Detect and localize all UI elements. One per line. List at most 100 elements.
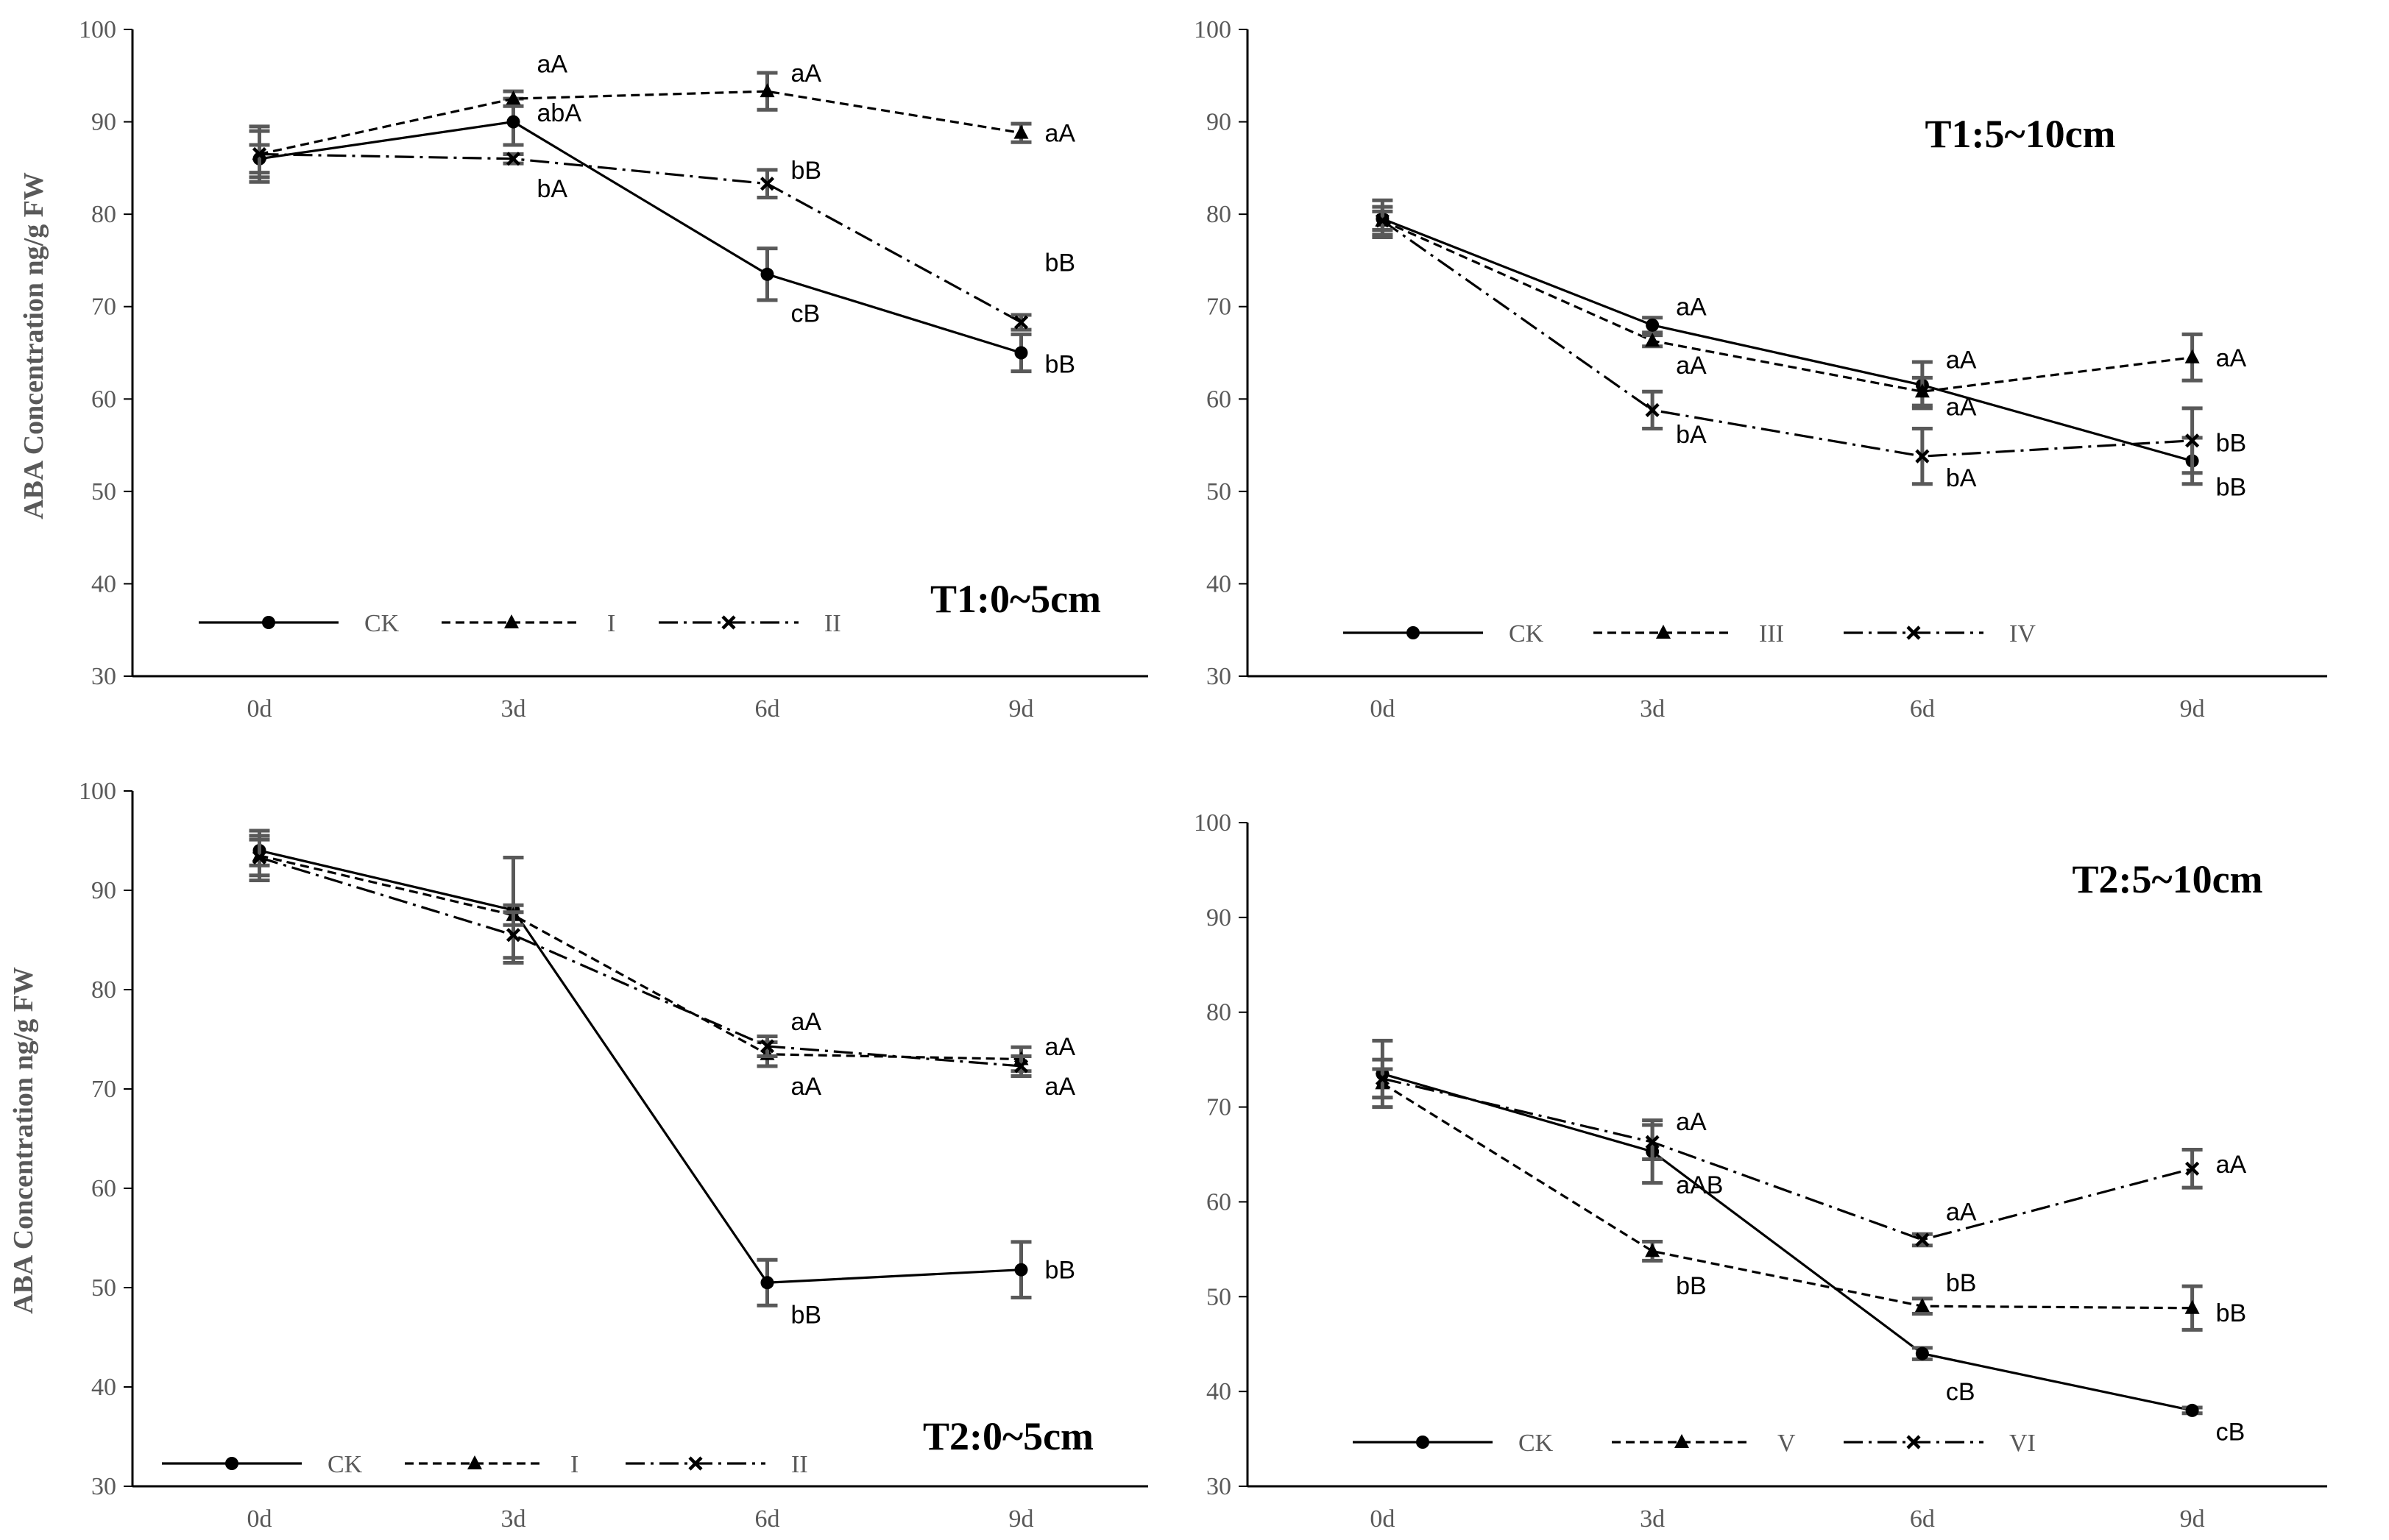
y-tick-label: 80 bbox=[91, 976, 116, 1004]
data-point bbox=[506, 152, 521, 166]
significance-label: cB bbox=[1946, 1378, 1975, 1406]
series-line bbox=[1381, 1072, 2192, 1412]
data-point bbox=[1915, 1346, 1929, 1360]
legend-marker-CK bbox=[225, 1457, 238, 1470]
data-point bbox=[1915, 449, 1930, 464]
x-tick-label: 0d bbox=[1370, 695, 1395, 723]
series-I bbox=[249, 71, 1032, 180]
data-point bbox=[760, 177, 775, 191]
significance-label: aA bbox=[1045, 120, 1076, 148]
x-tick-label: 9d bbox=[2180, 695, 2205, 723]
significance-label: bB bbox=[2216, 474, 2247, 502]
legend-marker-CK bbox=[1406, 626, 1420, 639]
series-IV bbox=[1372, 209, 2203, 486]
data-point bbox=[1375, 213, 1390, 228]
legend-label-CK: CK bbox=[1518, 1430, 1554, 1457]
y-tick-label: 50 bbox=[91, 478, 116, 505]
data-point bbox=[760, 267, 774, 281]
data-point bbox=[1645, 1135, 1660, 1149]
y-tick-label: 50 bbox=[1206, 1283, 1231, 1310]
series-II bbox=[249, 124, 1032, 332]
significance-label: aA bbox=[1676, 352, 1707, 380]
chart-title: T2:0~5cm bbox=[923, 1414, 1094, 1458]
y-tick-label: 80 bbox=[1206, 999, 1231, 1026]
data-point bbox=[506, 91, 521, 105]
significance-label: aA bbox=[537, 50, 568, 78]
series-line bbox=[259, 90, 1022, 156]
series-line bbox=[1381, 219, 2192, 393]
data-point bbox=[2184, 349, 2200, 363]
x-tick-label: 9d bbox=[1009, 1505, 1034, 1533]
data-point bbox=[1915, 1232, 1930, 1247]
data-point bbox=[1914, 1298, 1930, 1313]
x-tick-label: 3d bbox=[1640, 695, 1665, 723]
series-line bbox=[259, 854, 1022, 1061]
y-tick-label: 80 bbox=[91, 201, 116, 228]
y-axis-label: ABA Concentration ng/g FW bbox=[8, 967, 39, 1314]
series-III bbox=[1372, 205, 2203, 408]
significance-label: bB bbox=[1045, 351, 1076, 379]
legend: CK I II bbox=[162, 1451, 808, 1478]
legend-label-VI: VI bbox=[2009, 1430, 2036, 1457]
significance-label: aA bbox=[1946, 346, 1977, 374]
y-tick-label: 40 bbox=[91, 1374, 116, 1401]
legend: CK III IV bbox=[1343, 620, 2036, 647]
data-point bbox=[2185, 433, 2200, 448]
data-point bbox=[1645, 402, 1660, 417]
y-tick-label: 30 bbox=[1206, 663, 1231, 690]
significance-label: bB bbox=[2216, 1299, 2247, 1327]
series-II bbox=[249, 837, 1032, 1078]
significance-label: aA bbox=[1045, 1033, 1076, 1061]
data-point bbox=[506, 115, 520, 129]
y-tick-label: 50 bbox=[91, 1274, 116, 1302]
y-tick-label: 50 bbox=[1206, 478, 1231, 505]
x-tick-label: 6d bbox=[1910, 695, 1935, 723]
y-tick-label: 70 bbox=[91, 1076, 116, 1103]
x-tick-label: 3d bbox=[1640, 1505, 1665, 1533]
y-tick-label: 90 bbox=[91, 109, 116, 136]
data-point bbox=[760, 83, 775, 98]
significance-label: bB bbox=[1676, 1272, 1707, 1300]
data-point bbox=[760, 1039, 775, 1054]
series-line bbox=[259, 849, 1022, 1284]
data-point bbox=[1645, 1243, 1660, 1257]
significance-label: bB bbox=[2216, 429, 2247, 457]
y-tick-label: 40 bbox=[1206, 570, 1231, 597]
legend-label-I: I bbox=[570, 1451, 578, 1478]
series-I bbox=[249, 828, 1032, 1074]
series-CK bbox=[1372, 198, 2203, 486]
significance-label: aA bbox=[1676, 1108, 1707, 1136]
series-line bbox=[259, 856, 1022, 1068]
x-tick-label: 9d bbox=[1009, 695, 1034, 723]
chart-panel-1: 30 40 50 60 70 80 90 100 0d 3d 6d 9d ABA Concentrati… bbox=[18, 16, 1148, 723]
legend-label-CK: CK bbox=[1509, 620, 1544, 647]
data-point bbox=[1014, 346, 1028, 360]
significance-label: aA bbox=[791, 60, 822, 88]
significance-label: bB bbox=[791, 1301, 822, 1329]
significance-label: bB bbox=[791, 157, 822, 185]
legend-marker-I bbox=[467, 1455, 482, 1469]
significance-label: aA bbox=[1946, 393, 1977, 421]
legend-marker-CK bbox=[1416, 1436, 1429, 1449]
data-point bbox=[2184, 1299, 2200, 1314]
series-CK bbox=[249, 96, 1032, 374]
y-tick-label: 90 bbox=[1206, 904, 1231, 932]
x-tick-label: 6d bbox=[1910, 1505, 1935, 1533]
legend-label-II: II bbox=[791, 1451, 808, 1478]
chart-title: T2:5~10cm bbox=[2072, 857, 2262, 901]
legend-label-III: III bbox=[1759, 620, 1784, 647]
significance-label: aA bbox=[791, 1008, 822, 1036]
x-tick-label: 9d bbox=[2180, 1505, 2205, 1533]
data-point bbox=[1375, 1071, 1390, 1086]
x-tick-label: 0d bbox=[247, 695, 272, 723]
series-CK bbox=[249, 834, 1032, 1307]
significance-label: bA bbox=[1676, 421, 1707, 449]
legend-label-IV: IV bbox=[2009, 620, 2036, 647]
y-tick-label: 100 bbox=[1194, 16, 1231, 43]
legend-marker-I bbox=[504, 614, 519, 628]
significance-label: aA bbox=[1946, 1198, 1977, 1226]
significance-label: aA bbox=[1676, 294, 1707, 322]
significance-label: aA bbox=[2216, 344, 2247, 372]
data-point bbox=[2185, 1161, 2200, 1176]
